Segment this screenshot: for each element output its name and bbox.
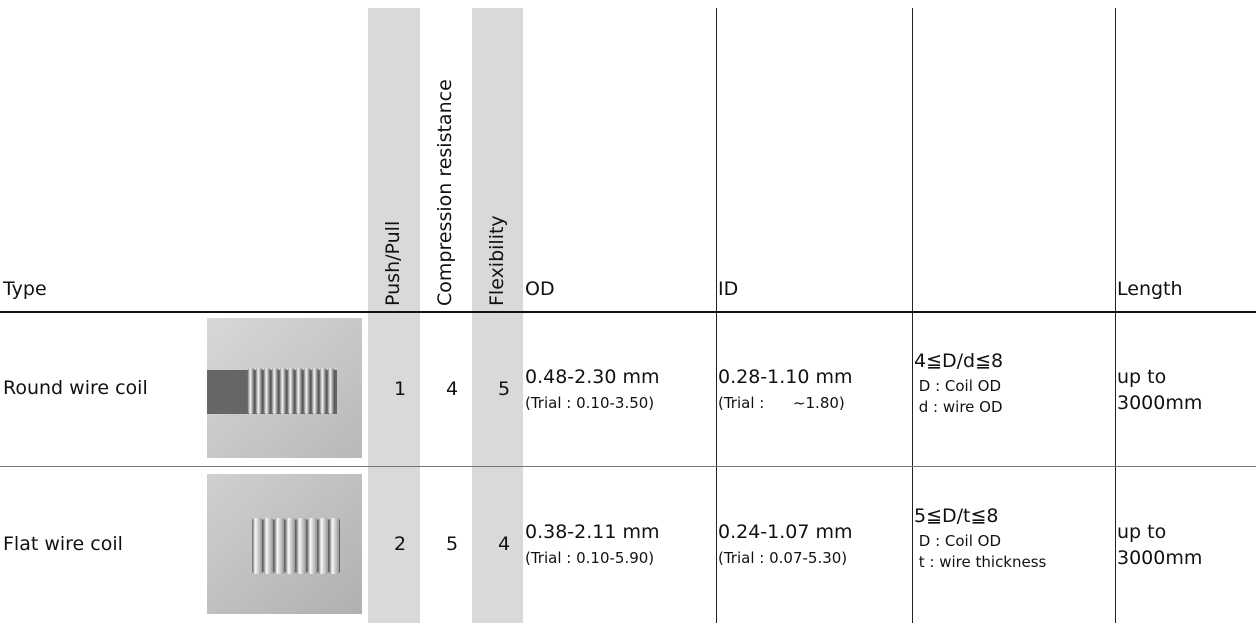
- length: 3000mm: [1117, 392, 1203, 414]
- ratio-note: d : wire OD: [914, 398, 1003, 416]
- flexibility: 5: [497, 378, 511, 400]
- ratio-note: D : Coil OD: [914, 377, 1002, 395]
- header-length: Length: [1117, 278, 1183, 300]
- header-id: ID: [718, 278, 739, 300]
- coil-image: [207, 474, 362, 614]
- ratio-note: D : Coil OD: [914, 532, 1002, 550]
- id: 0.24-1.07 mm: [718, 521, 853, 543]
- header-rule: [0, 311, 1256, 313]
- ratio: 4≦D/d≦8: [914, 350, 1004, 372]
- coil-image: [207, 318, 362, 458]
- od-trial: (Trial : 0.10-3.50): [525, 394, 655, 412]
- header-od: OD: [525, 278, 555, 300]
- column-shade: [472, 8, 523, 623]
- od: 0.38-2.11 mm: [525, 521, 660, 543]
- compression: 4: [445, 378, 459, 400]
- length: 3000mm: [1117, 547, 1203, 569]
- ratio-note: t : wire thickness: [914, 553, 1047, 571]
- id-trial: (Trial : ~1.80): [718, 394, 845, 412]
- od: 0.48-2.30 mm: [525, 366, 660, 388]
- header-flexibility: Flexibility: [486, 215, 508, 306]
- row-rule: [0, 466, 1256, 467]
- header-type: Type: [3, 278, 47, 300]
- length: up to: [1117, 366, 1167, 388]
- type: Flat wire coil: [3, 533, 123, 555]
- compression: 5: [445, 533, 459, 555]
- header-push-pull: Push/Pull: [382, 220, 404, 306]
- column-line: [716, 8, 717, 623]
- id-trial: (Trial : 0.07-5.30): [718, 549, 848, 567]
- id: 0.28-1.10 mm: [718, 366, 853, 388]
- type: Round wire coil: [3, 377, 148, 399]
- od-trial: (Trial : 0.10-5.90): [525, 549, 655, 567]
- column-line: [912, 8, 913, 623]
- column-shade: [368, 8, 420, 623]
- column-line: [1115, 8, 1116, 623]
- flexibility: 4: [497, 533, 511, 555]
- push-pull: 1: [393, 378, 407, 400]
- length: up to: [1117, 521, 1167, 543]
- ratio: 5≦D/t≦8: [914, 505, 999, 527]
- header-compression: Compression resistance: [434, 79, 456, 306]
- push-pull: 2: [393, 533, 407, 555]
